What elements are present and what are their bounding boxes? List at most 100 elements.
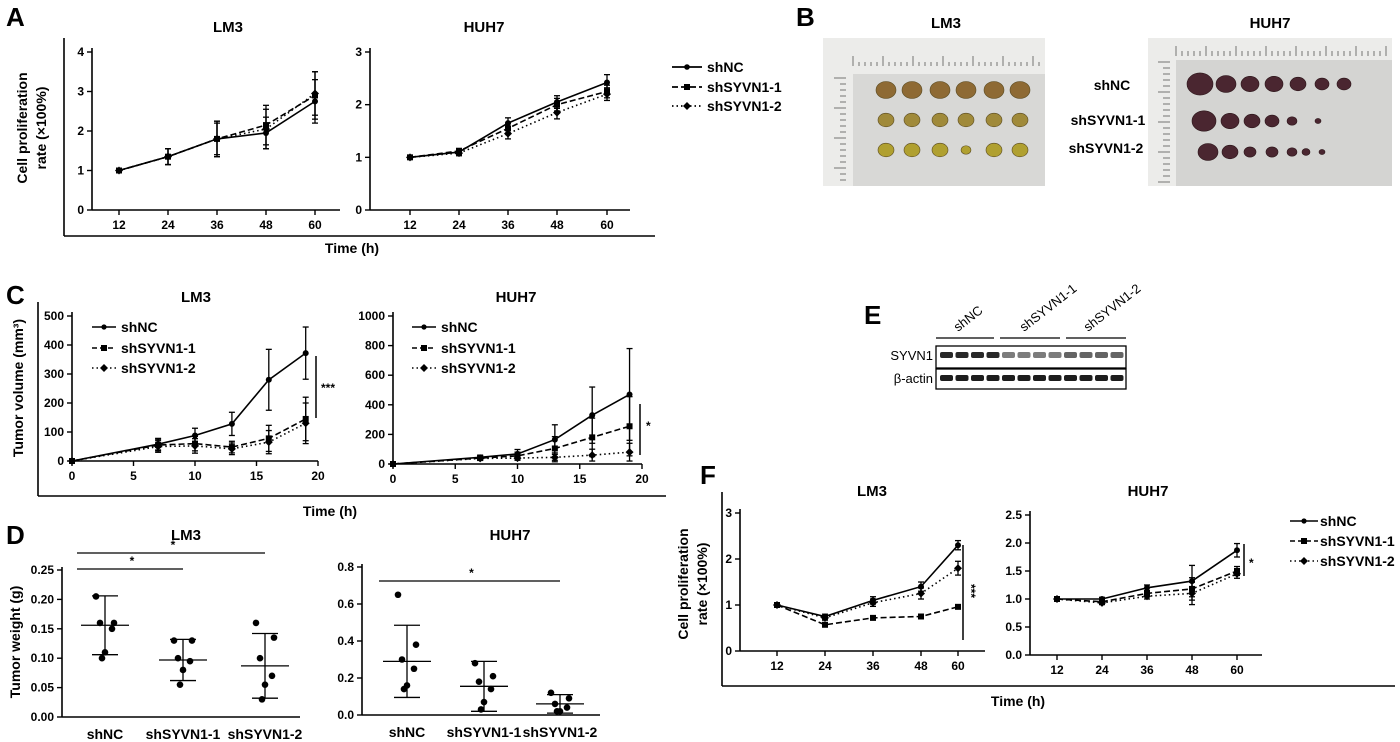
- data-point: [154, 442, 163, 451]
- f-legend-sh1: shSYVN1-1: [1320, 533, 1395, 549]
- y-tick-label: 300: [44, 367, 64, 381]
- blot-band-actin: [1064, 375, 1077, 381]
- legend-marker-shnc: [684, 64, 690, 70]
- y-tick-label: 1000: [358, 309, 385, 323]
- tumor: [957, 112, 975, 128]
- data-point: [227, 444, 236, 453]
- x-tick-label: 12: [112, 218, 126, 232]
- legend-label-sh2: shSYVN1-2: [707, 98, 782, 114]
- data-point: [489, 672, 497, 680]
- data-point: [311, 89, 319, 98]
- data-point: [256, 654, 264, 662]
- category-label: shSYVN1-1: [447, 724, 522, 740]
- data-point: [301, 419, 310, 428]
- tumor: [1301, 148, 1311, 156]
- blot-band-syvn1: [940, 352, 953, 358]
- c-lm3-title: LM3: [181, 289, 211, 306]
- data-point: [553, 108, 561, 117]
- f-xlabel: Time (h): [991, 693, 1045, 709]
- tumor: [1265, 146, 1279, 158]
- y-tick-label: 2.0: [1005, 536, 1022, 550]
- e-lane-label: shSYVN1-1: [1017, 281, 1080, 335]
- blot-band-syvn1: [1064, 352, 1077, 358]
- data-point: [1188, 589, 1196, 598]
- data-point: [551, 445, 558, 452]
- data-point: [264, 438, 273, 447]
- blot-band-actin: [955, 375, 969, 381]
- tumor: [875, 81, 897, 99]
- y-tick-label: 0: [57, 454, 64, 468]
- tumor: [1197, 143, 1219, 161]
- tumor: [1289, 76, 1307, 92]
- y-tick-label: 2.5: [1005, 508, 1022, 522]
- y-tick-label: 1: [355, 150, 362, 164]
- data-point: [410, 665, 418, 673]
- f-lm3-sig: ***: [964, 584, 978, 598]
- y-tick-label: 4: [77, 45, 84, 59]
- tumor: [1243, 146, 1257, 158]
- legend-marker-sh1: [684, 84, 690, 90]
- tumor: [1286, 116, 1298, 126]
- y-tick-label: 0.05: [31, 681, 55, 695]
- y-tick-label: 600: [365, 368, 385, 382]
- data-point: [870, 614, 876, 621]
- y-tick-label: 0.00: [31, 710, 55, 724]
- c-lm3-legend-sh1: shSYVN1-1: [121, 340, 196, 356]
- y-tick-label: 400: [365, 398, 385, 412]
- x-tick-label: 20: [311, 469, 325, 483]
- tumor: [903, 112, 921, 128]
- f-ylabel-line2: rate (×100%): [694, 543, 710, 626]
- tumor: [983, 81, 1005, 99]
- data-point: [108, 625, 116, 633]
- data-point: [773, 601, 781, 609]
- data-point: [1143, 592, 1151, 601]
- blot-band-actin: [1002, 375, 1015, 381]
- data-point: [563, 704, 571, 711]
- b-row-label-shnc: shNC: [1094, 77, 1131, 93]
- data-point: [604, 79, 610, 86]
- x-tick-label: 36: [501, 218, 515, 232]
- data-point: [270, 634, 278, 641]
- data-point: [954, 564, 962, 573]
- data-point: [513, 454, 522, 463]
- y-tick-label: 0.0: [337, 708, 354, 722]
- y-tick-label: 2: [355, 98, 362, 112]
- tumor: [1314, 77, 1330, 91]
- data-point: [228, 420, 235, 427]
- data-point: [550, 453, 559, 462]
- y-tick-label: 0.20: [31, 592, 55, 606]
- tumor: [877, 112, 895, 128]
- data-point: [302, 350, 309, 357]
- category-label: shSYVN1-2: [523, 724, 598, 740]
- a-legend: shNC shSYVN1-1 shSYVN1-2: [672, 59, 782, 114]
- significance-label: *: [469, 566, 474, 580]
- category-label: shNC: [389, 724, 426, 740]
- data-point: [176, 681, 184, 688]
- data-point: [626, 391, 633, 398]
- data-point: [487, 685, 495, 693]
- tumor: [1264, 114, 1280, 128]
- y-tick-label: 3: [725, 506, 732, 520]
- tumor: [1286, 147, 1298, 157]
- data-point: [96, 619, 104, 627]
- legend-label-sh1: shSYVN1-1: [707, 79, 782, 95]
- f-lm3-title: LM3: [857, 483, 887, 500]
- panel-label-f: F: [700, 460, 716, 490]
- y-tick-label: 0.8: [337, 560, 354, 574]
- x-tick-label: 48: [1185, 663, 1199, 677]
- blot-band-syvn1: [1017, 352, 1031, 358]
- c-huh7-sig: *: [646, 419, 651, 433]
- c-huh7-legend: shNC shSYVN1-1 shSYVN1-2: [412, 319, 516, 376]
- panel-label-c: C: [6, 280, 25, 310]
- b-lm3-photo: [823, 38, 1045, 186]
- blot-band-syvn1: [1002, 352, 1015, 358]
- tumor: [1011, 142, 1029, 158]
- data-point: [551, 700, 559, 708]
- series-line-0: [776, 544, 959, 618]
- tumor: [1215, 75, 1237, 93]
- x-tick-label: 36: [210, 218, 224, 232]
- y-tick-label: 200: [44, 396, 64, 410]
- y-tick-label: 200: [365, 427, 385, 441]
